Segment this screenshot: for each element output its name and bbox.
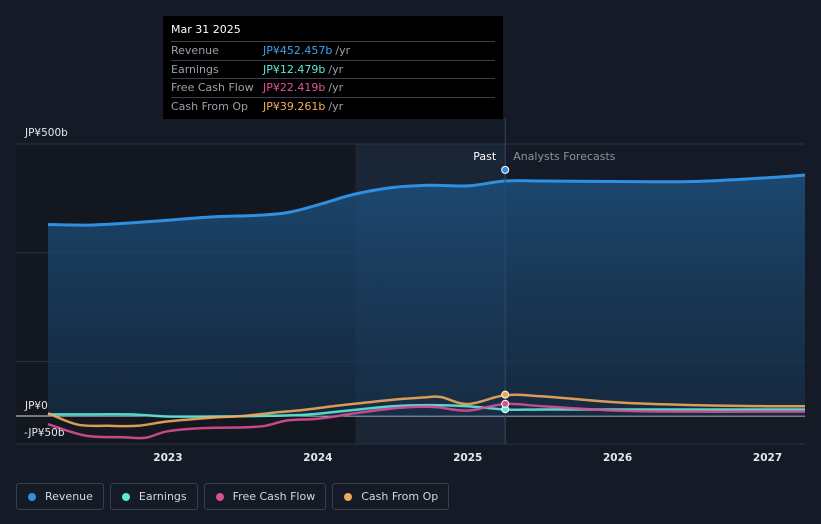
- legend-label: Earnings: [138, 490, 187, 503]
- chart-tooltip: Mar 31 2025 Revenue JP¥452.457b /yr Earn…: [163, 16, 503, 119]
- legend-label: Revenue: [45, 490, 93, 503]
- tooltip-row-free-cash-flow: Free Cash Flow JP¥22.419b /yr: [171, 78, 495, 97]
- x-tick-label: 2026: [603, 452, 632, 464]
- y-tick-label: JP¥0: [24, 400, 48, 412]
- tooltip-value: JP¥22.419b: [263, 81, 326, 95]
- legend-item-earnings[interactable]: Earnings: [109, 483, 198, 510]
- tooltip-label: Earnings: [171, 62, 219, 76]
- legend-label: Free Cash Flow: [232, 490, 316, 503]
- series-line-earnings: [47, 403, 805, 418]
- tooltip-unit: /yr: [328, 81, 344, 95]
- series-line-free-cash-flow: [47, 402, 805, 440]
- y-tick-label: JP¥500b: [24, 127, 68, 139]
- revenue-area-fill: [48, 175, 805, 416]
- tooltip-date: Mar 31 2025: [171, 23, 241, 36]
- tooltip-row-revenue: Revenue JP¥452.457b /yr: [171, 41, 495, 60]
- highlight-marker-free-cash-flow: [501, 399, 510, 408]
- series-line-cash-from-op: [47, 393, 806, 428]
- x-tick-label: 2023: [153, 452, 182, 464]
- x-tick-label: 2027: [753, 452, 782, 464]
- chart-legend: Revenue Earnings Free Cash Flow Cash Fro…: [16, 483, 450, 510]
- legend-label: Cash From Op: [361, 490, 439, 503]
- region-label-forecast: Analysts Forecasts: [513, 150, 616, 163]
- cash-from-op-dot-icon: [344, 492, 353, 501]
- free-cash-flow-dot-icon: [215, 492, 224, 501]
- tooltip-value: JP¥12.479b: [263, 62, 326, 76]
- series-line-revenue: [47, 173, 806, 227]
- legend-item-free-cash-flow[interactable]: Free Cash Flow: [203, 483, 327, 510]
- x-tick-label: 2024: [303, 452, 332, 464]
- legend-item-cash-from-op[interactable]: Cash From Op: [332, 483, 450, 510]
- x-tick-label: 2025: [453, 452, 482, 464]
- highlight-marker-revenue: [501, 165, 510, 174]
- tooltip-unit: /yr: [328, 62, 344, 76]
- tooltip-unit: /yr: [328, 99, 344, 113]
- tooltip-unit: /yr: [335, 44, 351, 58]
- tooltip-value: JP¥39.261b: [263, 99, 326, 113]
- tooltip-label: Revenue: [171, 44, 219, 58]
- tooltip-value: JP¥452.457b: [263, 44, 333, 58]
- earnings-dot-icon: [121, 492, 130, 501]
- revenue-dot-icon: [28, 492, 36, 501]
- tooltip-label: Cash From Op: [171, 99, 249, 113]
- tooltip-row-cash-from-op: Cash From Op JP¥39.261b /yr: [171, 96, 495, 116]
- tooltip-row-earnings: Earnings JP¥12.479b /yr: [171, 59, 495, 79]
- region-label-past: Past: [473, 150, 497, 163]
- tooltip-label: Free Cash Flow: [171, 81, 254, 95]
- y-tick-label: -JP¥50b: [24, 427, 65, 439]
- legend-item-revenue[interactable]: Revenue: [16, 483, 104, 510]
- highlight-marker-cash-from-op: [501, 390, 510, 399]
